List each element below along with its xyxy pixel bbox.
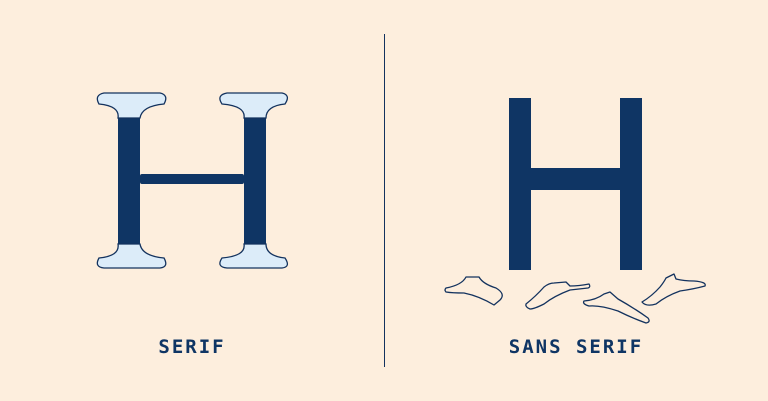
sans-h-left-stem: [509, 98, 531, 270]
fallen-serif-3: [582, 291, 650, 324]
serif-top-left: [96, 92, 167, 119]
serif-h-left-stem: [118, 118, 140, 244]
serif-panel: SERIF: [96, 92, 289, 358]
serif-top-right: [219, 92, 289, 119]
sans-serif-panel: SANS SERIF: [384, 0, 768, 401]
sans-h-crossbar: [531, 168, 620, 190]
fallen-serif-2: [525, 281, 591, 310]
sans-serif-letter-h-icon: [444, 98, 706, 324]
serif-h-crossbar: [140, 174, 244, 184]
serif-letter-h-icon: [96, 92, 289, 269]
divider-line: [384, 34, 385, 367]
sans-h-right-stem: [620, 98, 642, 270]
fallen-serif-4: [641, 273, 706, 306]
sans-serif-label: SANS SERIF: [508, 336, 644, 358]
serif-bottom-left: [96, 243, 167, 269]
serif-h-right-stem: [244, 118, 266, 244]
fallen-serif-1: [444, 276, 503, 306]
serif-label: SERIF: [158, 336, 226, 358]
fallen-serifs-icon: [444, 273, 706, 324]
serif-bottom-right: [219, 243, 289, 269]
